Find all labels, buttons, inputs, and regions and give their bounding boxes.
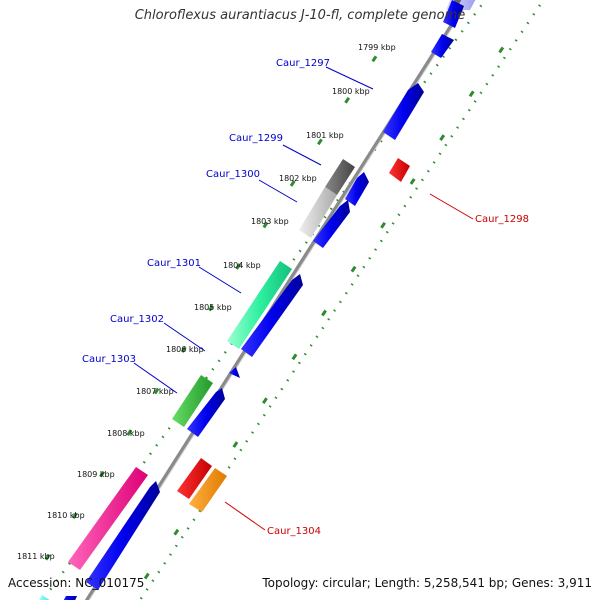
gene-label-caur-1297: Caur_1297: [276, 58, 330, 69]
reverse-cds-ring: [177, 158, 410, 512]
cds-forward-1299: [345, 172, 369, 206]
leader-caur-1302: [163, 322, 206, 352]
inner-major-tick-1806: [291, 353, 298, 361]
inner-major-tick-1811: [143, 572, 150, 580]
feature-gray-light: [299, 187, 337, 238]
tick-label-1808: 1808 kbp: [107, 429, 145, 438]
outer-major-tick-1811: [44, 553, 51, 561]
outer-major-ticks: [44, 55, 378, 561]
leader-caur-1297: [325, 66, 374, 90]
feature-mint: [227, 261, 292, 349]
feature-gray-dark: [325, 159, 355, 195]
tick-label-1805: 1805 kbp: [194, 303, 232, 312]
gene-label-caur-1302: Caur_1302: [110, 314, 164, 325]
leader-caur-1298: [429, 193, 474, 220]
tick-label-1806: 1806 kbp: [166, 345, 204, 354]
cds-forward-1304: [86, 481, 160, 590]
feature-pink: [68, 467, 148, 570]
cds-reverse-1304-a: [177, 458, 212, 499]
tick-label-1809: 1809 kbp: [77, 470, 115, 479]
tick-label-1799: 1799 kbp: [358, 43, 396, 52]
leader-caur-1299: [282, 144, 322, 166]
kbp-tick-labels: 1799 kbp 1800 kbp 1801 kbp 1802 kbp 1803…: [17, 43, 396, 561]
cds-forward-1302: [229, 367, 240, 378]
gene-label-caur-1300: Caur_1300: [206, 169, 260, 180]
inner-major-tick-1803: [380, 221, 386, 229]
gene-labels: Caur_1297 Caur_1299 Caur_1300 Caur_1301 …: [82, 58, 529, 537]
inner-major-tick-1808: [232, 441, 239, 448]
outer-major-tick-1800: [344, 96, 351, 104]
outer-major-tick-1802: [289, 180, 296, 187]
gene-label-caur-1303: Caur_1303: [82, 354, 136, 365]
forward-cds-ring: [63, 0, 464, 600]
cds-forward-1303: [187, 388, 225, 437]
tick-label-1802: 1802 kbp: [279, 174, 317, 183]
outer-major-tick-1804: [235, 263, 242, 270]
tick-label-1800: 1800 kbp: [332, 87, 370, 96]
inner-major-tick-1807: [262, 397, 268, 405]
tick-label-1811: 1811 kbp: [17, 552, 55, 561]
feature-cyan: [39, 595, 50, 600]
inner-major-tick-1805: [321, 309, 327, 317]
gene-label-caur-1304: Caur_1304: [267, 526, 321, 537]
tick-label-1801: 1801 kbp: [306, 131, 344, 140]
gene-label-caur-1298: Caur_1298: [475, 214, 529, 225]
inner-tick-track: [138, 4, 542, 600]
feature-green: [172, 375, 213, 427]
tick-label-1803: 1803 kbp: [251, 217, 289, 226]
outer-major-tick-1809: [99, 470, 105, 478]
cds-forward-top-1: [443, 0, 464, 28]
cds-forward-1297: [383, 83, 424, 140]
outer-major-tick-1799: [371, 55, 378, 63]
cds-reverse-1304-b: [189, 468, 227, 512]
cds-forward-1301: [241, 274, 303, 357]
cds-forward-bottom: [63, 596, 77, 600]
outer-major-tick-1805: [208, 304, 214, 312]
label-leaders: [133, 66, 474, 531]
inner-major-tick-1804: [350, 265, 357, 273]
cds-reverse-1298: [389, 158, 410, 182]
accession-text: Accession: NC_010175: [8, 576, 145, 590]
outer-major-tick-1803: [262, 221, 269, 229]
tick-label-1807: 1807 kbp: [136, 387, 174, 396]
outer-major-tick-1801: [317, 138, 323, 146]
gene-label-caur-1299: Caur_1299: [229, 133, 283, 144]
outer-major-tick-1807: [153, 387, 160, 395]
cds-forward-top-2: [431, 34, 454, 58]
inner-major-tick-1800: [468, 90, 475, 98]
inner-major-tick-1801: [439, 134, 446, 141]
map-title: Chloroflexus aurantiacus J-10-fl, comple…: [134, 8, 466, 23]
inner-major-tick-1810: [173, 528, 180, 536]
leader-caur-1304: [224, 501, 266, 531]
cds-forward-1300: [313, 200, 350, 248]
inner-major-tick-1799: [498, 46, 505, 54]
gene-label-caur-1301: Caur_1301: [147, 258, 201, 269]
leader-caur-1303: [133, 362, 178, 394]
leader-caur-1301: [198, 266, 242, 294]
outer-major-tick-1806: [180, 346, 187, 353]
outer-major-tick-1808: [126, 429, 133, 436]
tick-label-1810: 1810 kbp: [47, 511, 85, 520]
outer-major-tick-1810: [71, 512, 78, 520]
topology-text: Topology: circular; Length: 5,258,541 bp…: [262, 576, 592, 590]
leader-caur-1300: [258, 179, 298, 203]
inner-major-tick-1802: [409, 178, 416, 185]
tick-label-1804: 1804 kbp: [223, 261, 261, 270]
